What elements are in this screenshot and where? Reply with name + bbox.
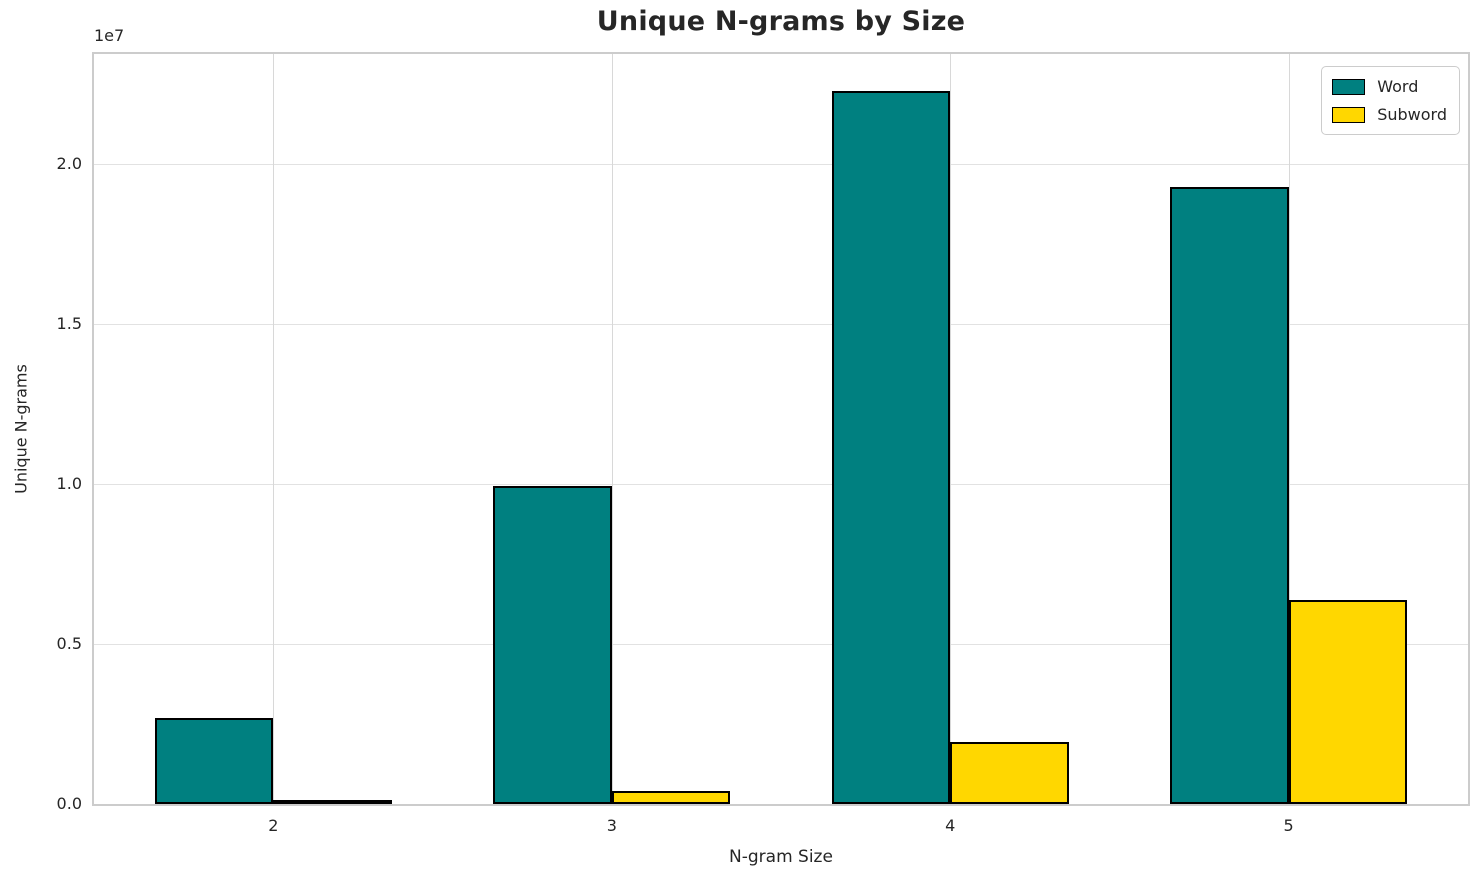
bar-subword-5 [1288,599,1408,804]
legend-item-subword: Subword [1332,105,1447,124]
y-tick-label-1.0: 1.0 [56,474,82,494]
legend-label-word: Word [1377,77,1419,96]
legend-label-subword: Subword [1377,105,1447,124]
bar-subword-3 [611,791,731,804]
x-gridline-2 [273,54,275,804]
y-gridline-1.0 [94,484,1468,486]
legend-item-word: Word [1332,77,1447,96]
y-axis-offset-text: 1e7 [94,26,125,45]
legend: Word Subword [1321,66,1460,135]
x-tick-label-5: 5 [1283,816,1294,835]
x-tick-label-2: 2 [268,816,279,835]
x-gridline-4 [950,54,952,804]
bar-word-4 [831,90,951,804]
bar-word-5 [1170,186,1289,804]
y-tick-label-0.0: 0.0 [56,794,82,813]
y-gridline-2.0 [94,164,1468,166]
y-tick-label-2.0: 2.0 [56,154,82,174]
chart-title: Unique N-grams by Size [596,6,966,37]
x-gridline-5 [1288,54,1290,804]
y-tick-label-1.5: 1.5 [56,314,82,334]
x-gridline-3 [611,54,613,804]
legend-swatch-word [1332,78,1366,95]
x-tick-label-4: 4 [945,816,956,835]
x-tick-label-3: 3 [606,816,617,835]
y-tick-label-0.5: 0.5 [56,634,82,654]
bar-word-3 [493,485,612,804]
bar-subword-2 [273,800,392,804]
bar-subword-4 [950,741,1069,804]
plot-area: Word Subword [92,52,1470,806]
legend-swatch-subword [1332,106,1366,123]
y-gridline-0.5 [94,644,1468,646]
x-axis-label: N-gram Size [729,847,833,867]
bar-word-2 [154,717,274,804]
y-gridline-1.5 [94,324,1468,326]
